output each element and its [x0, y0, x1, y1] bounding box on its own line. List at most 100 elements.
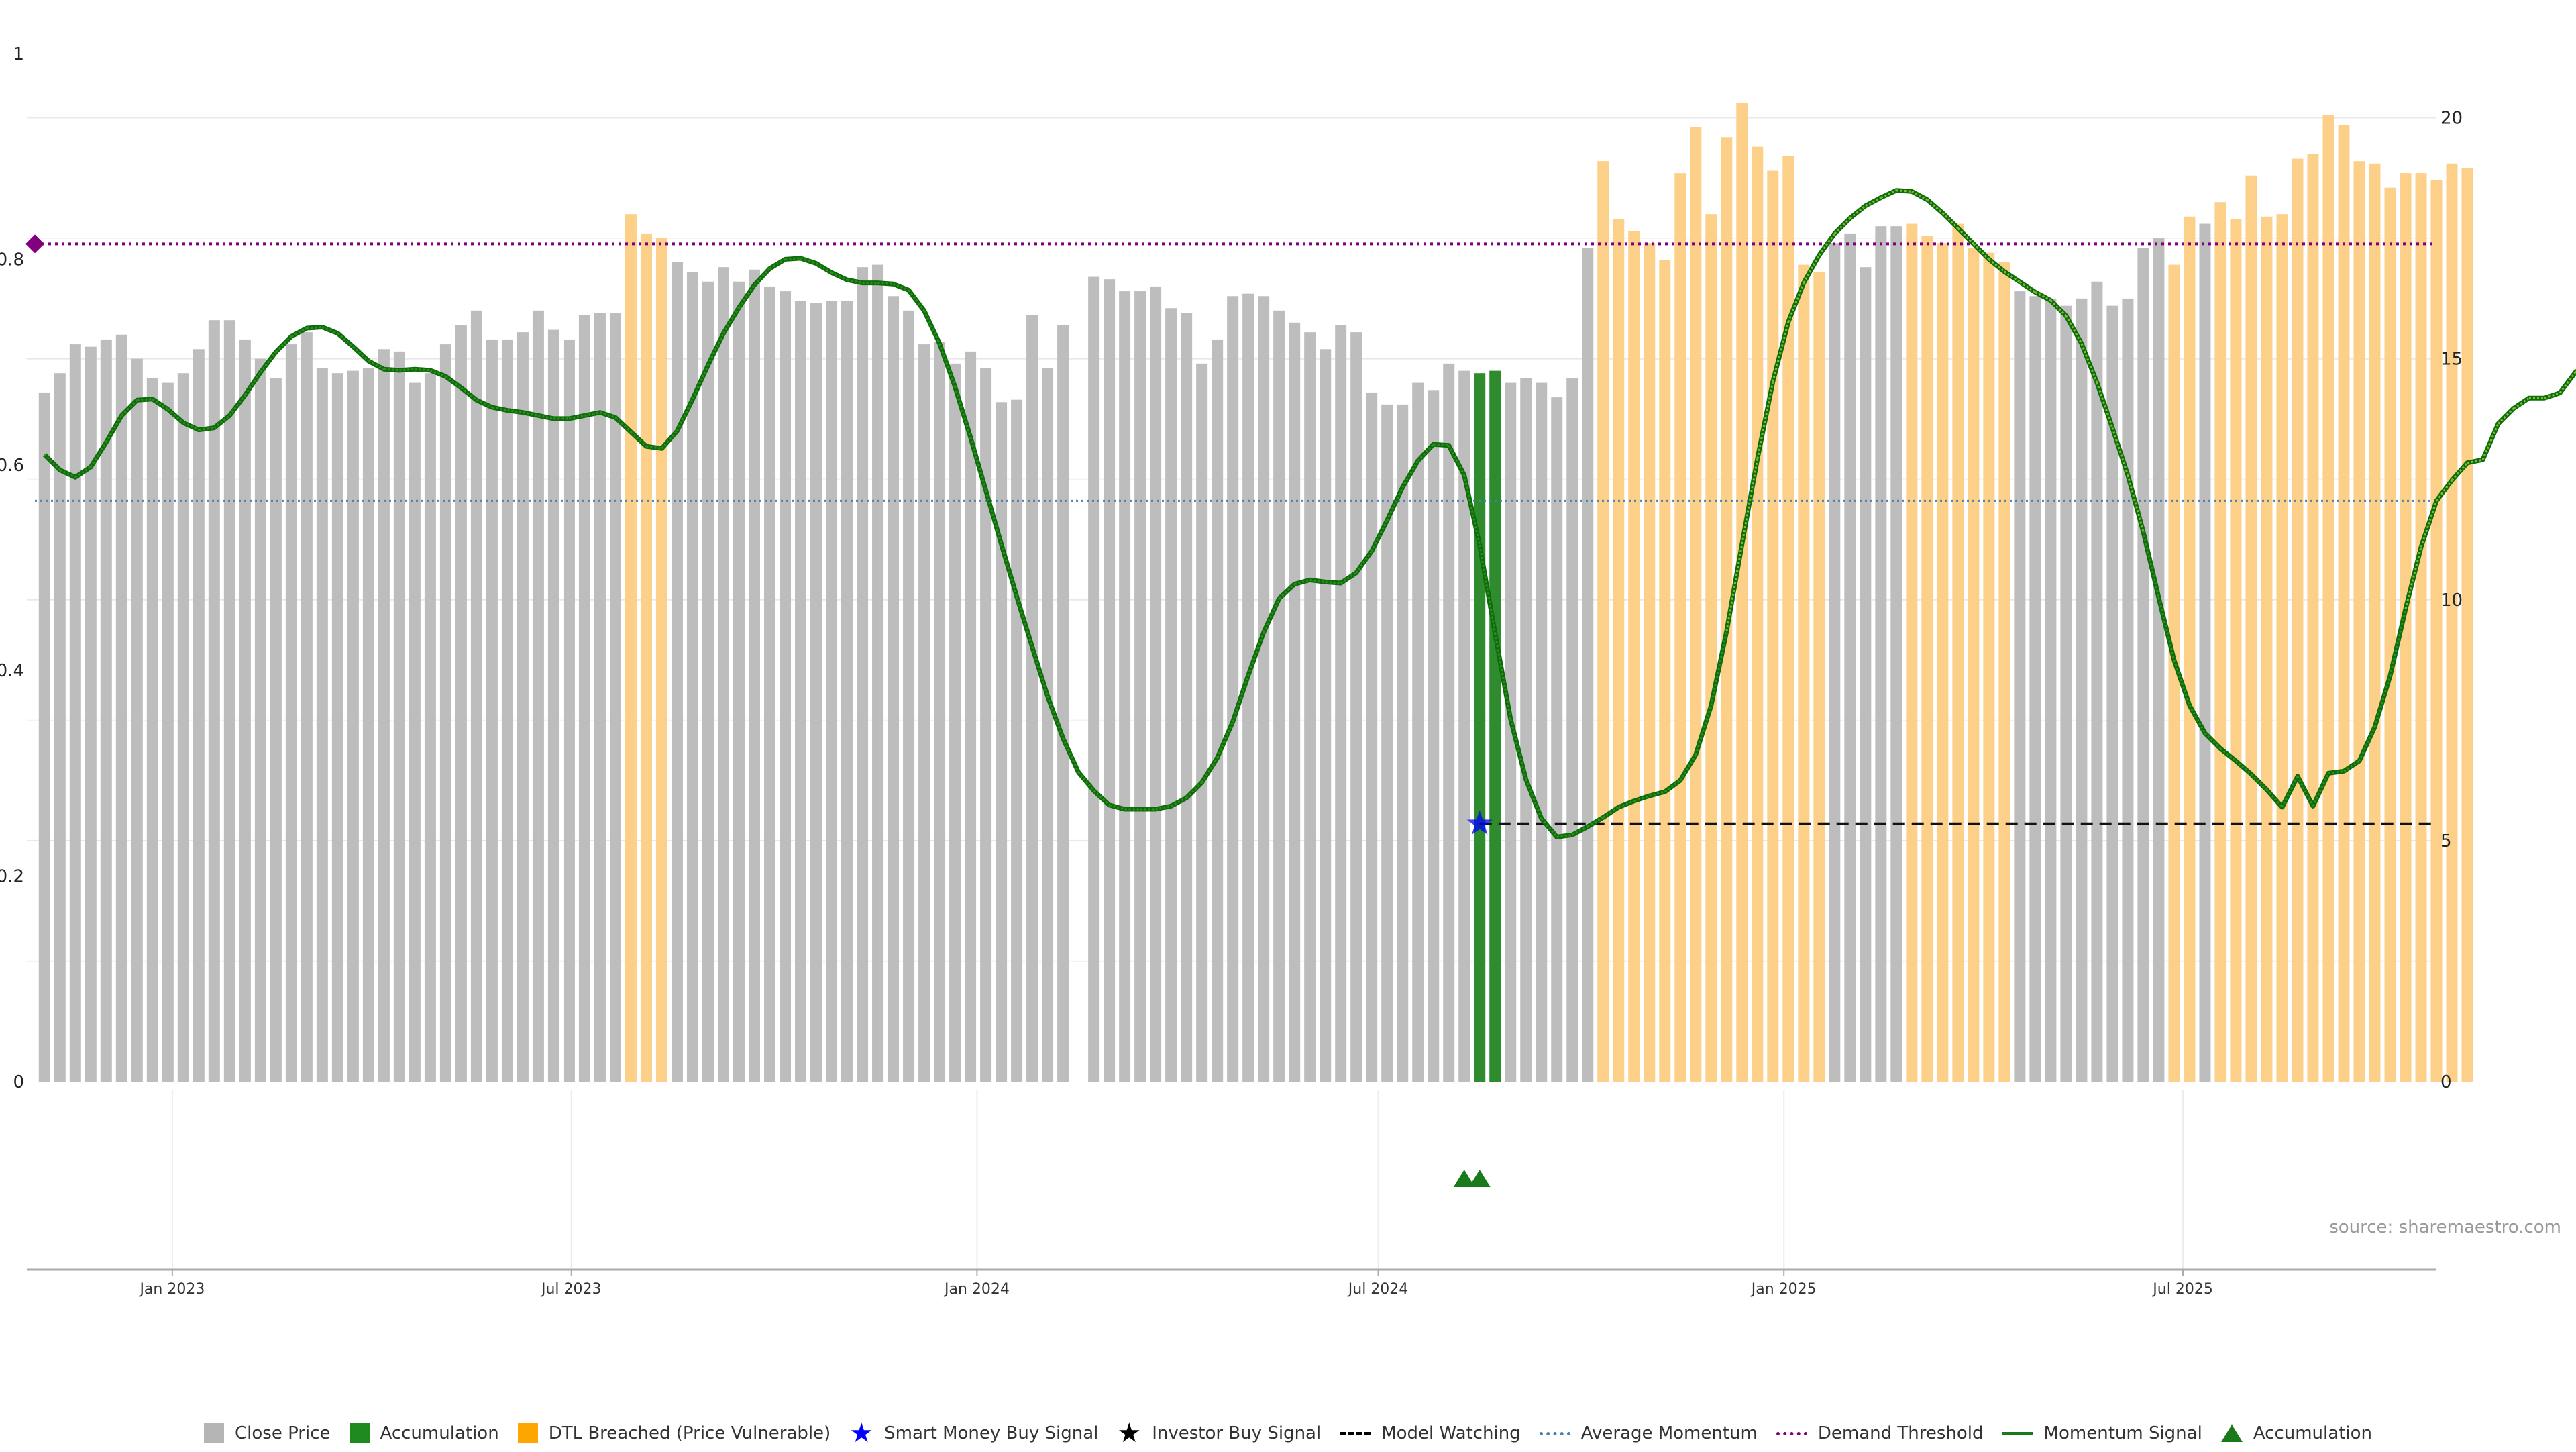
- momentum-signal-segment: [2142, 531, 2160, 598]
- momentum-signal-segment: [985, 490, 1003, 545]
- dtl-breached-bar: [1998, 262, 2010, 1082]
- legend-item: Accumulation: [349, 1423, 499, 1443]
- dtl-breached-bar: [2338, 125, 2350, 1082]
- legend-swatch: [517, 1423, 538, 1443]
- x-axis-tick-label: Jul 2024: [1347, 1281, 1409, 1298]
- momentum-signal-segment: [2435, 479, 2453, 502]
- close-price-bar: [2029, 296, 2041, 1082]
- close-price-bar: [857, 267, 869, 1082]
- right-axis-tick-label: 0: [2440, 1072, 2452, 1092]
- accumulation-marker: [1453, 1170, 1475, 1187]
- legend-label: Average Momentum: [1580, 1423, 1758, 1443]
- close-price-bar: [1890, 226, 1902, 1082]
- dtl-breached-bar: [1906, 223, 1918, 1082]
- close-price-bar: [949, 363, 961, 1082]
- momentum-signal-segment: [785, 257, 801, 260]
- momentum-signal-segment: [1818, 233, 1836, 256]
- close-price-bar: [69, 344, 81, 1082]
- x-axis-tick-label: Jul 2023: [540, 1281, 602, 1298]
- smart-money-buy-signal-star: [1466, 810, 1493, 835]
- momentum-signal-segment: [260, 351, 277, 373]
- dtl-breached-bar: [1613, 219, 1625, 1082]
- dtl-breached-bar: [1659, 260, 1671, 1082]
- legend-label: Momentum Signal: [2043, 1423, 2202, 1443]
- close-price-bar: [208, 320, 220, 1082]
- dtl-breached-bar: [1628, 231, 1640, 1082]
- dtl-breached-bar: [2353, 161, 2365, 1082]
- close-price-bar: [115, 334, 127, 1082]
- close-price-bar: [686, 272, 698, 1082]
- source-label: source: sharemaestro.com: [2329, 1217, 2561, 1237]
- momentum-signal-segment: [1000, 543, 1018, 597]
- momentum-signal-segment: [1572, 825, 1589, 836]
- close-price-bar: [532, 310, 544, 1082]
- close-price-bar: [424, 373, 436, 1082]
- close-price-bar: [1536, 382, 1548, 1082]
- momentum-signal-segment: [892, 282, 910, 291]
- close-price-bar: [1227, 296, 1239, 1082]
- momentum-signal-segment: [307, 326, 323, 329]
- momentum-signal-segment: [384, 368, 400, 372]
- close-price-bar: [393, 351, 405, 1082]
- momentum-signal-segment: [1155, 805, 1171, 811]
- close-price-bar: [965, 351, 977, 1082]
- close-price-bars: [38, 103, 2473, 1082]
- dtl-breached-bar: [1752, 146, 1764, 1082]
- legend-item: Momentum Signal: [2002, 1423, 2202, 1443]
- close-price-bar: [1011, 399, 1023, 1082]
- close-price-bar: [2137, 248, 2149, 1082]
- legend: Close Price Accumulation DTL Breached (Pri…: [0, 1414, 2576, 1452]
- close-price-bar: [193, 349, 205, 1082]
- momentum-signal-segment: [954, 386, 971, 437]
- legend-line-swatch: [2002, 1431, 2033, 1435]
- close-price-bar: [1042, 368, 1054, 1082]
- momentum-signal-segment: [1340, 572, 1357, 584]
- close-price-bar: [409, 382, 421, 1082]
- momentum-signal-segment: [769, 258, 786, 270]
- dtl-breached-bar: [1782, 156, 1794, 1082]
- close-price-bar: [717, 267, 729, 1082]
- dtl-breached-bar: [2307, 154, 2319, 1082]
- close-price-bar: [1875, 226, 1887, 1082]
- close-price-bar: [1443, 363, 1455, 1082]
- momentum-signal-segment: [290, 327, 308, 338]
- dtl-breached-bar: [1674, 173, 1686, 1082]
- momentum-signal-segment: [59, 469, 76, 478]
- close-price-bar: [2153, 238, 2165, 1082]
- close-price-bar: [378, 349, 390, 1082]
- momentum-signal-segment: [969, 437, 987, 491]
- momentum-signal-segment: [1216, 721, 1234, 759]
- momentum-signal-segment: [2481, 423, 2500, 460]
- close-price-bar: [1134, 291, 1146, 1082]
- momentum-signal-segment: [1849, 205, 1866, 219]
- momentum-signal-segment: [1649, 790, 1666, 797]
- momentum-signal-segment: [1865, 197, 1882, 207]
- dtl-breached-bar: [2415, 173, 2427, 1082]
- close-price-bar: [1273, 310, 1285, 1082]
- momentum-signal: [42, 188, 2576, 839]
- close-price-bar: [2106, 305, 2118, 1082]
- momentum-signal-segment: [1695, 705, 1713, 756]
- dtl-breached-bar: [1644, 243, 1656, 1082]
- close-price-bar: [547, 329, 559, 1082]
- accumulation-marker: [1468, 1170, 1491, 1187]
- momentum-signal-segment: [1247, 632, 1265, 676]
- dtl-breached-bar: [1767, 170, 1779, 1082]
- dtl-breached-bar: [1690, 127, 1702, 1082]
- momentum-signal-segment: [630, 431, 647, 448]
- momentum-signal-segment: [1401, 460, 1419, 488]
- close-price-bar: [1181, 313, 1193, 1082]
- close-price-bar: [1196, 363, 1208, 1082]
- momentum-signal-segment: [1109, 804, 1125, 811]
- momentum-signal-segment: [722, 307, 740, 334]
- x-axis-tick-label: Jul 2025: [2151, 1281, 2213, 1298]
- dtl-breached-bar: [1952, 223, 1964, 1082]
- momentum-signal-segment: [2296, 776, 2314, 807]
- right-axis-tick-label: 15: [2440, 350, 2463, 370]
- momentum-signal-segment: [1093, 790, 1110, 806]
- close-price-bar: [2060, 305, 2072, 1082]
- close-price-bar: [1458, 370, 1470, 1082]
- legend-label: DTL Breached (Price Vulnerable): [548, 1423, 831, 1443]
